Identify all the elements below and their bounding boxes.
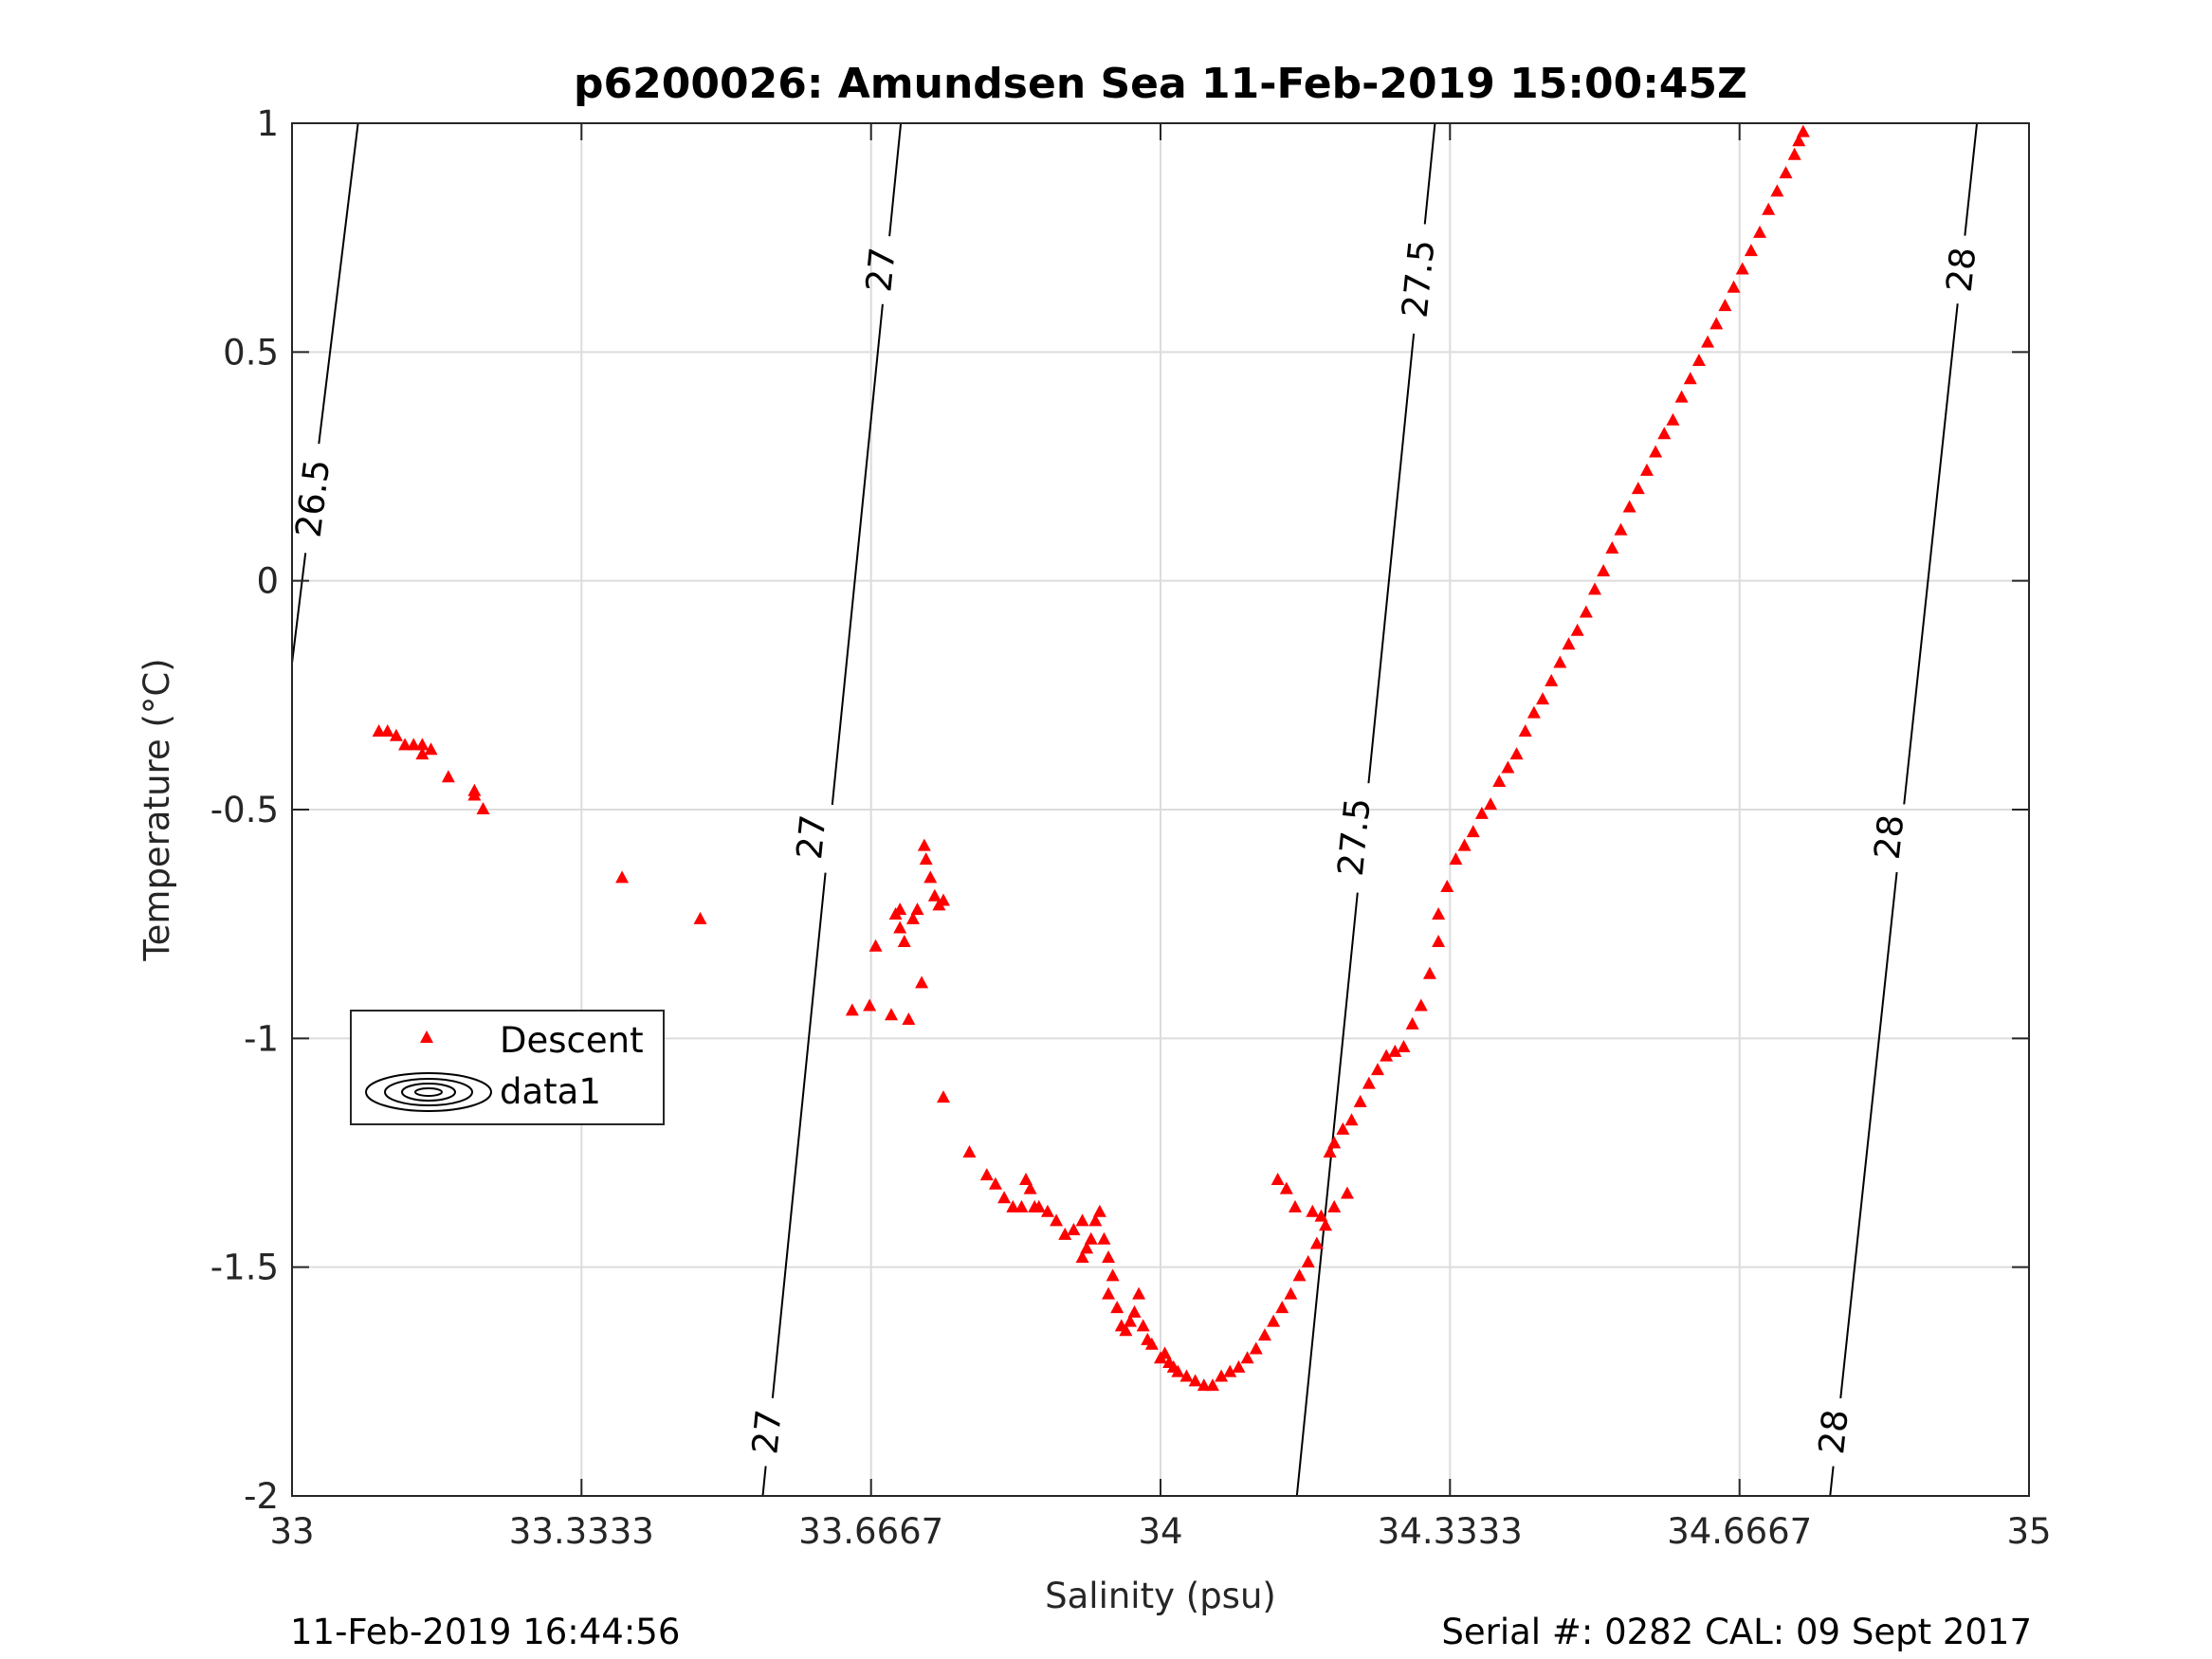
contour-label: 27 xyxy=(744,1408,789,1456)
y-tick-label: -0.5 xyxy=(210,790,279,830)
x-tick-label: 33.3333 xyxy=(509,1511,654,1552)
x-tick-label: 34.6667 xyxy=(1667,1511,1812,1552)
x-tick-label: 35 xyxy=(2006,1511,2051,1552)
y-tick-label: -1.5 xyxy=(210,1248,279,1288)
contour-label: 28 xyxy=(1939,246,1984,294)
y-tick-label: -2 xyxy=(244,1476,279,1517)
contour-label: 27 xyxy=(858,246,903,294)
x-tick-label: 33 xyxy=(269,1511,314,1552)
y-tick-label: 1 xyxy=(256,103,279,144)
y-tick-label: 0.5 xyxy=(223,332,279,373)
y-tick-label: 0 xyxy=(256,561,279,602)
contour-label: 27.5 xyxy=(1395,238,1443,319)
contour-label: 28 xyxy=(1867,812,1912,861)
contour-label: 27 xyxy=(789,812,833,861)
footer-serial-cal: Serial #: 0282 CAL: 09 Sept 2017 xyxy=(1441,1612,2032,1652)
x-tick-label: 34.3333 xyxy=(1378,1511,1523,1552)
chart-title: p6200026: Amundsen Sea 11-Feb-2019 15:00… xyxy=(574,60,1747,108)
legend-entry-data1: data1 xyxy=(500,1071,601,1112)
x-tick-label: 34 xyxy=(1138,1511,1182,1552)
contour-label: 27.5 xyxy=(1330,796,1379,878)
legend: Descent data1 xyxy=(351,1011,664,1124)
legend-entry-descent: Descent xyxy=(500,1020,644,1061)
contour-label: 28 xyxy=(1811,1408,1856,1456)
x-axis-label: Salinity (psu) xyxy=(1045,1576,1276,1616)
y-axis-label: Temperature (°C) xyxy=(137,658,177,961)
x-tick-label: 33.6667 xyxy=(798,1511,943,1552)
y-tick-label: -1 xyxy=(244,1018,279,1059)
footer-timestamp: 11-Feb-2019 16:44:56 xyxy=(290,1612,680,1652)
